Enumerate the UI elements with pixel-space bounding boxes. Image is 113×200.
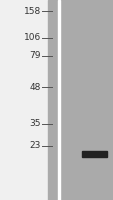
Bar <box>47 0 57 200</box>
Text: 106: 106 <box>24 33 41 43</box>
Bar <box>81 151 106 157</box>
Bar <box>0 0 47 200</box>
Bar <box>59 0 113 200</box>
Text: 48: 48 <box>29 83 41 92</box>
Text: 35: 35 <box>29 119 41 129</box>
Text: 158: 158 <box>24 6 41 16</box>
Text: 79: 79 <box>29 51 41 60</box>
Text: 23: 23 <box>29 142 41 150</box>
Bar <box>57 0 59 200</box>
